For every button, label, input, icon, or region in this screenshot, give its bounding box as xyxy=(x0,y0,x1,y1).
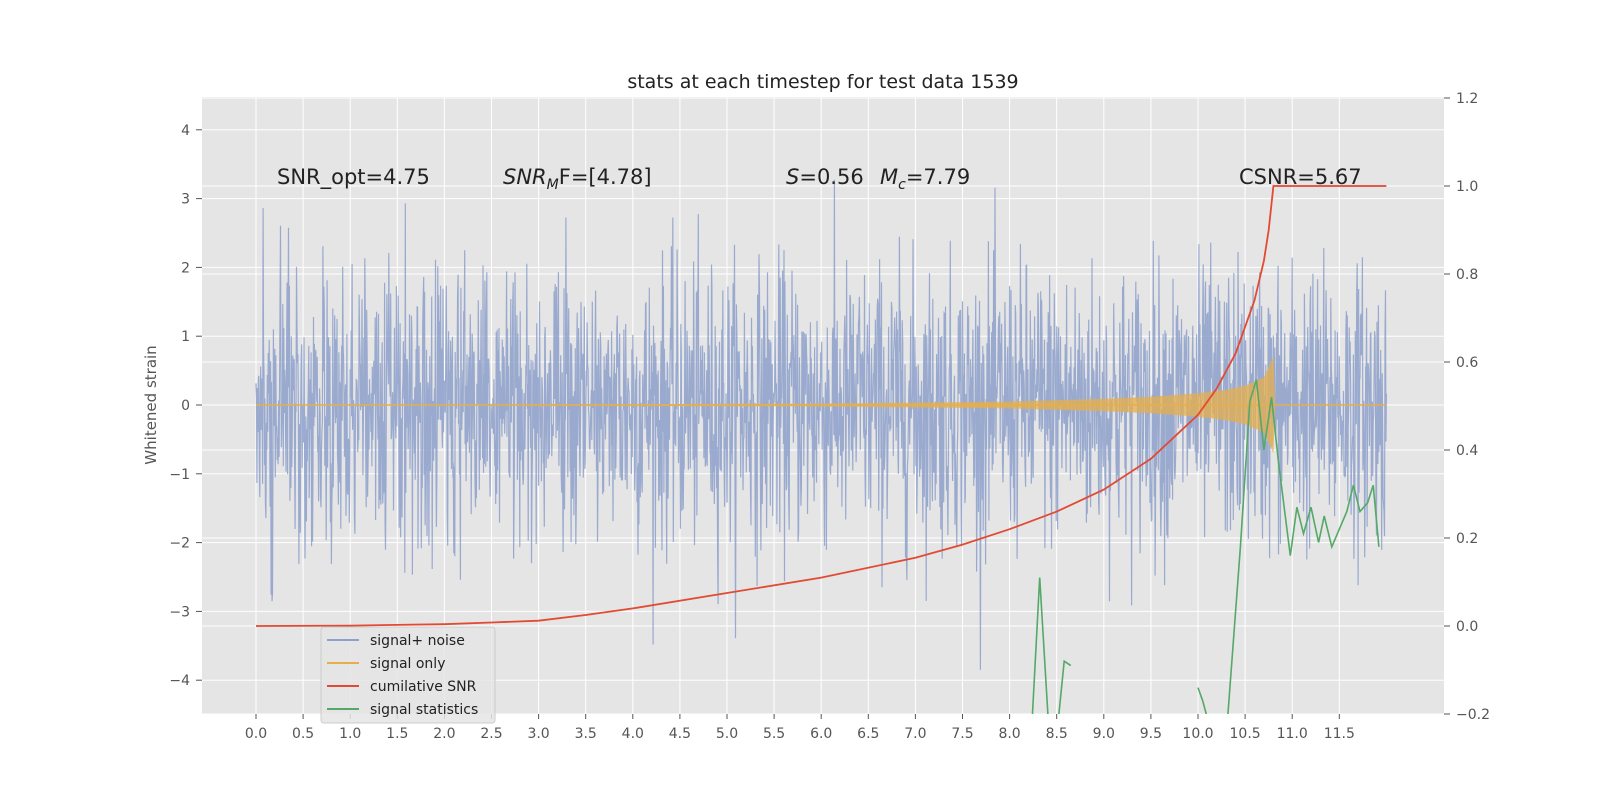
x-tick-label: 4.5 xyxy=(669,726,691,742)
snr-mf-subscript: M xyxy=(547,177,559,193)
x-tick-label: 5.5 xyxy=(763,726,785,742)
signal-statistics-line xyxy=(1031,577,1072,714)
y-axis-ticks: 4 3 2 1 0 −1 −2 −3 −4 xyxy=(169,123,202,689)
x-axis-ticks: 0.0 0.5 1.0 1.5 2.0 2.5 3.0 3.5 4.0 4.5 5.0 5.5 6.0 6… xyxy=(245,714,1355,742)
y-tick-label: −2 xyxy=(169,536,190,552)
y2-tick-label: 0.6 xyxy=(1456,355,1478,371)
snr-mf-label: SNR xyxy=(503,165,547,189)
legend-label-signal-noise: signal+ noise xyxy=(370,633,465,649)
legend-box xyxy=(320,626,496,724)
cumulative-snr-line xyxy=(255,185,1387,627)
x-tick-label: 9.5 xyxy=(1140,726,1162,742)
signal-noise-line xyxy=(255,179,1387,670)
y-tick-label: −1 xyxy=(169,467,190,483)
s-value: =0.56 xyxy=(799,165,863,189)
snr-opt-annotation: SNR_opt=4.75 xyxy=(277,165,430,190)
y-tick-label: 0 xyxy=(181,398,190,414)
x-tick-label: 3.5 xyxy=(575,726,597,742)
x-tick-label: 7.5 xyxy=(951,726,973,742)
cumulative-snr-series xyxy=(255,185,1387,627)
x-tick-label: 0.5 xyxy=(292,726,314,742)
x-tick-label: 10.0 xyxy=(1182,726,1213,742)
x-tick-label: 9.0 xyxy=(1093,726,1115,742)
x-tick-label: 7.0 xyxy=(904,726,926,742)
x-tick-label: 1.0 xyxy=(339,726,361,742)
y2-tick-label: 0.2 xyxy=(1456,531,1478,547)
x-tick-label: 6.0 xyxy=(810,726,832,742)
y2-tick-label: −0.2 xyxy=(1456,707,1490,723)
s-annotation: S=0.56 xyxy=(786,165,864,189)
snr-mf-value: F=[4.78] xyxy=(559,165,652,189)
x-tick-label: 1.5 xyxy=(386,726,408,742)
signal-statistics-series xyxy=(1031,379,1380,714)
y2-tick-label: 0.4 xyxy=(1456,443,1478,459)
y-tick-label: 4 xyxy=(181,123,190,139)
y2-axis-ticks: 1.2 1.0 0.8 0.6 0.4 0.2 0.0 −0.2 xyxy=(1444,91,1490,723)
signal-only-series xyxy=(256,356,1387,454)
legend-label-signal-only: signal only xyxy=(370,656,445,672)
mc-value: =7.79 xyxy=(906,165,970,189)
chart-title: stats at each timestep for test data 153… xyxy=(627,71,1018,93)
y-tick-label: −3 xyxy=(169,604,190,620)
mc-label: M xyxy=(880,165,898,189)
x-tick-label: 4.0 xyxy=(622,726,644,742)
legend: signal+ noise signal only cumilative SNR… xyxy=(320,626,496,724)
x-tick-label: 8.5 xyxy=(1046,726,1068,742)
x-tick-label: 6.5 xyxy=(857,726,879,742)
legend-label-signal-statistics: signal statistics xyxy=(370,702,478,718)
y-tick-label: 1 xyxy=(181,329,190,345)
signal-statistics-line xyxy=(1197,379,1380,714)
y2-tick-label: 0.0 xyxy=(1456,619,1478,635)
s-label: S xyxy=(786,165,799,189)
x-tick-label: 8.0 xyxy=(998,726,1020,742)
y-axis-label: Whitened strain xyxy=(142,345,160,464)
legend-label-cumulative-snr: cumilative SNR xyxy=(370,679,477,695)
x-tick-label: 5.0 xyxy=(716,726,738,742)
mc-annotation: Mc=7.79 xyxy=(880,165,970,193)
y-tick-label: −4 xyxy=(169,673,190,689)
snr-mf-annotation: SNRMF=[4.78] xyxy=(503,165,652,193)
y-tick-label: 2 xyxy=(181,260,190,276)
y2-tick-label: 1.2 xyxy=(1456,91,1478,107)
y-tick-label: 3 xyxy=(181,192,190,208)
y2-tick-label: 0.8 xyxy=(1456,267,1478,283)
x-tick-label: 11.0 xyxy=(1277,726,1308,742)
x-tick-label: 2.5 xyxy=(480,726,502,742)
x-tick-label: 2.0 xyxy=(433,726,455,742)
x-tick-label: 10.5 xyxy=(1230,726,1261,742)
y2-tick-label: 1.0 xyxy=(1456,179,1478,195)
x-tick-label: 11.5 xyxy=(1324,726,1355,742)
x-tick-label: 3.0 xyxy=(527,726,549,742)
csnr-annotation: CSNR=5.67 xyxy=(1239,165,1362,189)
signal-noise-series xyxy=(255,179,1387,670)
mc-subscript: c xyxy=(898,177,906,193)
x-tick-label: 0.0 xyxy=(245,726,267,742)
